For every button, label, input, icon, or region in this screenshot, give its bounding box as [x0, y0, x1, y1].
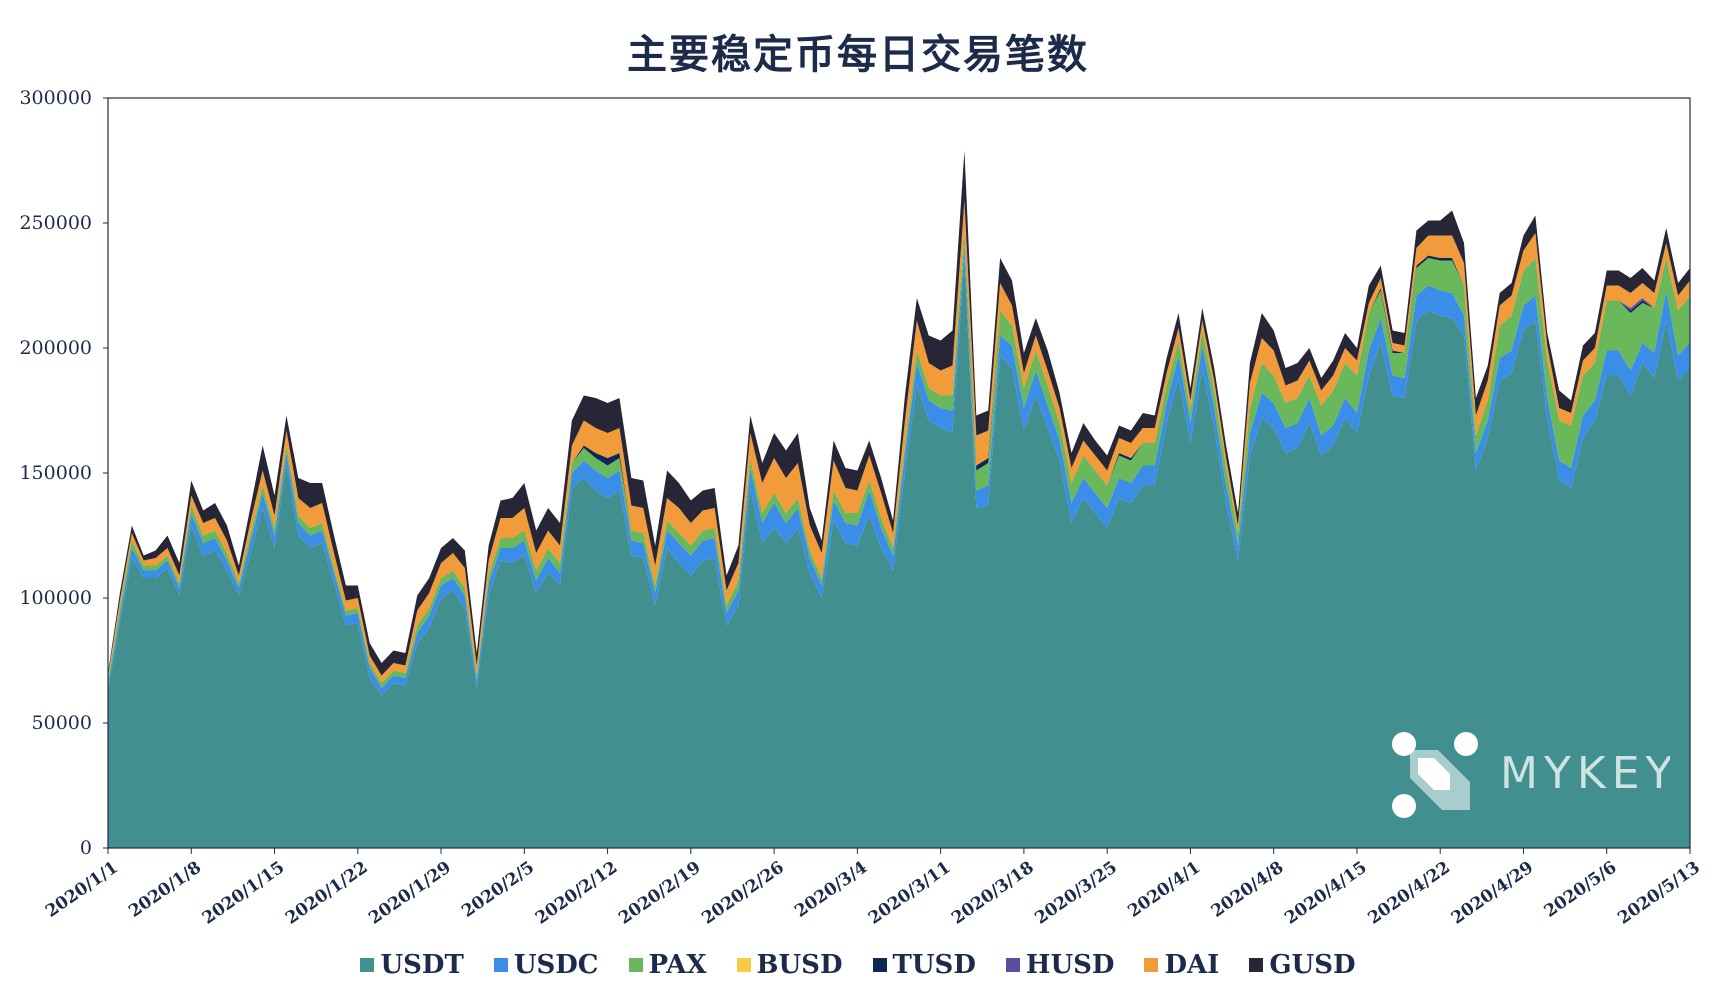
x-tick-label: 2020/3/11 — [865, 858, 954, 929]
mykey-logo: MYKEY — [1392, 732, 1670, 818]
legend-item-gusd: GUSD — [1249, 950, 1356, 980]
mykey-logo-icon — [1392, 732, 1478, 818]
y-tick-label: 150000 — [19, 462, 92, 484]
legend-item-husd: HUSD — [1005, 950, 1115, 980]
x-tick-label: 2020/1/22 — [282, 858, 371, 929]
x-tick-label: 2020/1/29 — [365, 858, 454, 929]
legend-item-pax: PAX — [628, 950, 707, 980]
x-tick-label: 2020/2/12 — [532, 858, 621, 929]
x-tick-label: 2020/2/19 — [615, 858, 704, 929]
chart-title: 主要稳定币每日交易笔数 — [627, 31, 1089, 78]
legend-label: DAI — [1164, 950, 1220, 980]
legend-item-usdc: USDC — [493, 950, 599, 980]
legend-item-tusd: TUSD — [872, 950, 976, 980]
x-tick-label: 2020/4/29 — [1448, 858, 1537, 929]
x-tick-label: 2020/4/1 — [1124, 858, 1204, 922]
legend-label: USDT — [380, 950, 464, 980]
legend-item-busd: BUSD — [736, 950, 843, 980]
x-tick-label: 2020/5/6 — [1541, 858, 1621, 922]
legend-label: TUSD — [892, 950, 976, 980]
y-tick-label: 50000 — [32, 712, 92, 734]
y-tick-label: 100000 — [19, 587, 92, 609]
y-tick-label: 200000 — [19, 337, 92, 359]
y-tick-label: 250000 — [19, 212, 92, 234]
legend-label: BUSD — [756, 950, 843, 980]
x-tick-label: 2020/4/8 — [1208, 858, 1288, 922]
legend-swatch — [493, 958, 508, 972]
x-tick-label: 2020/1/8 — [125, 858, 205, 922]
x-tick-label: 2020/5/13 — [1614, 858, 1703, 929]
legend-item-usdt: USDT — [360, 950, 464, 980]
y-axis: 0 50000 100000 150000 200000 250000 300000 — [19, 87, 108, 859]
legend-label: USDC — [513, 950, 599, 980]
legend-swatch — [736, 958, 751, 972]
x-tick-label: 2020/4/22 — [1364, 858, 1453, 929]
x-tick-label: 2020/2/5 — [458, 858, 538, 922]
legend-swatch — [628, 958, 643, 972]
legend-item-dai: DAI — [1144, 950, 1219, 980]
y-tick-label: 0 — [80, 837, 92, 859]
area-usdt — [108, 258, 1690, 848]
legend-swatch — [1249, 958, 1264, 972]
legend-label: PAX — [648, 950, 707, 980]
x-tick-label: 2020/3/4 — [791, 857, 871, 921]
x-tick-label: 2020/1/15 — [199, 858, 288, 929]
area-pax — [108, 230, 1690, 688]
x-tick-label: 2020/2/26 — [698, 858, 787, 929]
x-tick-label: 2020/4/15 — [1281, 858, 1370, 929]
legend-swatch — [1144, 958, 1159, 972]
area-dai — [108, 200, 1690, 683]
x-tick-label: 2020/3/25 — [1031, 858, 1120, 929]
legend-swatch — [872, 958, 887, 972]
legend: USDT USDC PAX BUSD TUSD HUSD DAI GUSD — [0, 950, 1716, 980]
legend-swatch — [360, 958, 375, 972]
x-tick-label: 2020/3/18 — [948, 858, 1037, 929]
x-axis: 2020/1/1 2020/1/82020/1/152020/1/222020/1… — [42, 848, 1704, 929]
area-layers — [108, 150, 1690, 848]
legend-label: HUSD — [1025, 950, 1115, 980]
brand-text: MYKEY — [1500, 748, 1670, 799]
x-tick-label: 2020/1/1 — [42, 858, 122, 922]
legend-label: GUSD — [1269, 950, 1356, 980]
legend-swatch — [1005, 958, 1020, 972]
y-tick-label: 300000 — [19, 87, 92, 109]
